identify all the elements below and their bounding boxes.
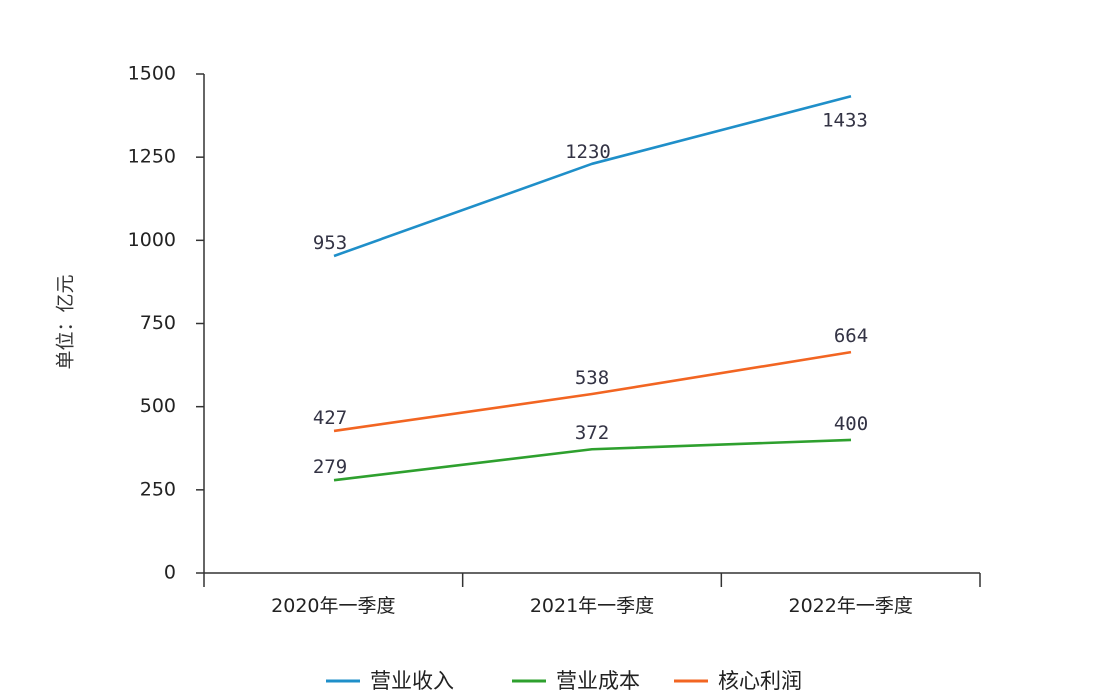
- series-line-1: [333, 95, 852, 258]
- y-tick-label: 750: [140, 312, 176, 334]
- series-line-2: [333, 438, 852, 482]
- y-tick-label: 0: [164, 562, 176, 584]
- y-tick-label: 1250: [128, 146, 176, 168]
- legend-label: 营业成本: [556, 669, 640, 692]
- series-line-3: [333, 350, 852, 433]
- data-label: 372: [575, 422, 609, 444]
- data-label: 279: [313, 456, 347, 478]
- x-tick-label: 2020年一季度: [271, 595, 395, 617]
- y-axis-title: 单位：亿元: [55, 274, 77, 369]
- data-labels: 953 1230 1433 279 372 400 427 538 664: [313, 109, 868, 478]
- data-label: 400: [834, 413, 868, 435]
- y-tick-label: 250: [140, 478, 176, 500]
- data-label: 427: [313, 407, 347, 429]
- legend-label: 核心利润: [718, 669, 802, 692]
- y-tick-label: 1000: [128, 229, 176, 251]
- data-label: 1230: [565, 141, 611, 163]
- y-tick-label: 1500: [128, 63, 176, 85]
- data-label: 1433: [822, 109, 868, 131]
- legend-label: 营业收入: [370, 669, 454, 692]
- legend: 营业收入 营业成本 核心利润: [326, 669, 802, 692]
- x-tick-label: 2022年一季度: [788, 595, 912, 617]
- axes: 0 250 500 750 1000 1250 1500 2020年一季度 2021年一季度 20…: [128, 63, 981, 617]
- data-label: 664: [834, 325, 868, 347]
- x-tick-label: 2021年一季度: [530, 595, 654, 617]
- series-layer: [333, 95, 852, 482]
- y-tick-label: 500: [140, 395, 176, 417]
- data-label: 538: [575, 367, 609, 389]
- data-label: 953: [313, 232, 347, 254]
